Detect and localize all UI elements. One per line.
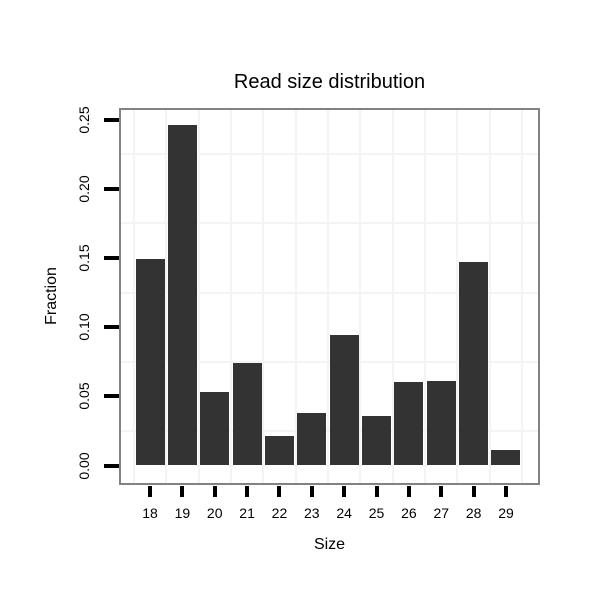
bar-size-21 — [232, 363, 262, 466]
x-axis-tick — [309, 486, 314, 497]
y-axis-tick-label: 0.05 — [76, 382, 92, 410]
bar-size-22 — [264, 436, 294, 466]
x-axis-tick-label: 23 — [304, 505, 320, 521]
minor-gridline-horizontal — [121, 360, 538, 363]
minor-gridline-vertical — [132, 110, 135, 483]
minor-gridline-horizontal — [121, 429, 538, 432]
x-axis-tick — [503, 486, 508, 497]
x-axis-tick-label: 19 — [174, 505, 191, 521]
x-axis-tick-label: 24 — [336, 505, 352, 521]
y-axis-tick-label: 0.10 — [76, 313, 92, 341]
x-axis-tick — [148, 486, 152, 497]
chart-title: Read size distribution — [233, 71, 426, 93]
x-axis-tick — [342, 486, 347, 497]
minor-gridline-horizontal — [121, 291, 538, 294]
y-axis-title: Fraction — [43, 267, 60, 325]
bar-size-18 — [135, 259, 165, 466]
y-axis-tick-label: 0.15 — [76, 244, 92, 272]
x-axis-title: Size — [313, 536, 346, 553]
y-axis-tick — [104, 255, 119, 260]
bar-size-28 — [459, 262, 489, 466]
x-axis-tick — [245, 486, 250, 497]
minor-gridline-vertical — [424, 110, 427, 483]
minor-gridline-horizontal — [121, 153, 538, 156]
minor-gridline-vertical — [488, 110, 491, 483]
x-axis-tick-label: 29 — [498, 505, 514, 521]
y-axis-tick — [104, 394, 119, 399]
y-axis-tick — [104, 463, 119, 468]
bar-size-23 — [297, 412, 327, 466]
minor-gridline-vertical — [229, 110, 232, 483]
minor-gridline-vertical — [391, 110, 394, 483]
x-axis-tick-label: 20 — [206, 505, 223, 521]
bar-size-25 — [362, 415, 392, 466]
y-axis-tick-label: 0.20 — [76, 175, 92, 203]
x-axis-tick — [406, 486, 411, 497]
minor-gridline-vertical — [165, 110, 168, 483]
x-axis-tick — [471, 486, 476, 497]
minor-gridline-vertical — [262, 110, 265, 483]
bar-size-24 — [329, 335, 359, 466]
plot-area — [121, 110, 538, 483]
y-axis-tick — [104, 117, 119, 122]
x-axis-tick-label: 27 — [433, 505, 450, 521]
y-axis-tick-label: 0.00 — [76, 451, 92, 480]
x-axis-tick-label: 25 — [368, 505, 385, 521]
x-axis-tick-label: 28 — [465, 505, 482, 521]
bar-size-20 — [200, 392, 230, 466]
x-axis-tick-label: 22 — [271, 505, 288, 521]
x-axis-tick-label: 26 — [401, 505, 417, 521]
minor-gridline-vertical — [359, 110, 362, 483]
x-axis-tick — [277, 486, 282, 497]
minor-gridline-vertical — [456, 110, 459, 483]
minor-gridline-vertical — [294, 110, 297, 483]
x-axis-tick — [374, 486, 379, 497]
bar-size-29 — [491, 450, 521, 466]
minor-gridline-vertical — [326, 110, 329, 483]
minor-gridline-vertical — [521, 110, 524, 483]
x-axis-tick-label: 18 — [142, 505, 158, 521]
y-axis-tick — [104, 325, 119, 330]
bar-size-26 — [394, 382, 424, 466]
plot-panel — [119, 108, 540, 485]
bar-size-27 — [426, 381, 456, 466]
bar-size-19 — [167, 125, 197, 466]
x-axis-tick — [180, 486, 185, 497]
x-axis-tick — [439, 486, 444, 497]
x-axis-tick-label: 21 — [239, 505, 255, 521]
minor-gridline-horizontal — [121, 222, 538, 225]
y-axis-tick — [104, 186, 119, 191]
y-axis-tick-label: 0.25 — [76, 105, 92, 134]
x-axis-tick — [212, 486, 217, 497]
minor-gridline-vertical — [197, 110, 200, 483]
